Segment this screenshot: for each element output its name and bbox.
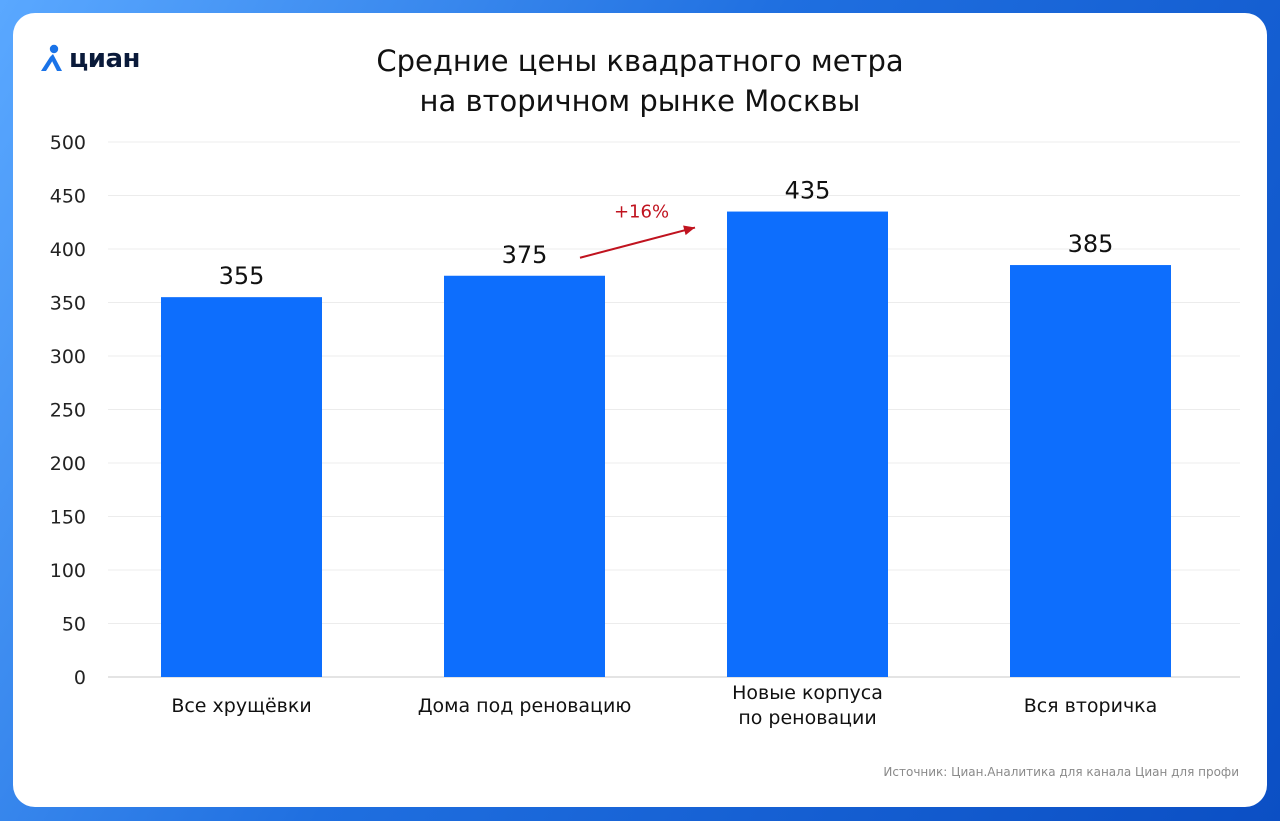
y-tick-label: 300 xyxy=(50,346,86,368)
bar-value-label: 375 xyxy=(502,241,548,269)
x-tick-label: Дома под реновацию xyxy=(418,695,632,717)
y-tick-label: 350 xyxy=(50,293,86,315)
y-tick-label: 100 xyxy=(50,560,86,582)
chart-title-line-2: на вторичном рынке Москвы xyxy=(419,84,861,118)
y-tick-label: 500 xyxy=(50,132,86,154)
bar-value-label: 385 xyxy=(1068,230,1114,258)
y-tick-label: 0 xyxy=(74,667,86,689)
chart-title-line-1: Средние цены квадратного метра xyxy=(376,44,904,78)
chart-title: Средние цены квадратного метра на вторич… xyxy=(13,41,1267,121)
x-tick-label: Все хрущёвки xyxy=(171,695,311,717)
bar xyxy=(727,211,888,678)
source-note: Источник: Циан.Аналитика для канала Циан… xyxy=(883,765,1239,779)
y-tick-label: 50 xyxy=(62,614,86,636)
cian-logo-icon xyxy=(41,44,62,71)
chart-card: циан Средние цены квадратного метра на в… xyxy=(13,13,1267,807)
bar-value-label: 435 xyxy=(785,177,831,205)
y-tick-label: 250 xyxy=(50,400,86,422)
y-tick-label: 150 xyxy=(50,507,86,529)
change-arrow-line xyxy=(579,226,696,259)
x-tick-label: Новые корпуса xyxy=(732,682,883,704)
bar xyxy=(161,297,322,677)
y-tick-label: 200 xyxy=(50,453,86,475)
cian-logo: циан xyxy=(39,43,141,75)
bar xyxy=(1010,265,1171,677)
bar-value-label: 355 xyxy=(219,262,265,290)
change-annotation-label: +16% xyxy=(614,202,669,223)
y-tick-label: 450 xyxy=(50,186,86,208)
x-tick-label: Вся вторичка xyxy=(1024,695,1158,717)
bar xyxy=(444,275,605,677)
cian-logo-text: циан xyxy=(69,44,141,74)
y-tick-label: 400 xyxy=(50,239,86,261)
x-tick-label: по реновации xyxy=(738,707,876,729)
bar-chart: 0 50 100 150 200 250 300 350 400 450 500 355 375 435… xyxy=(50,132,1240,729)
change-arrow-head-icon xyxy=(683,225,695,236)
